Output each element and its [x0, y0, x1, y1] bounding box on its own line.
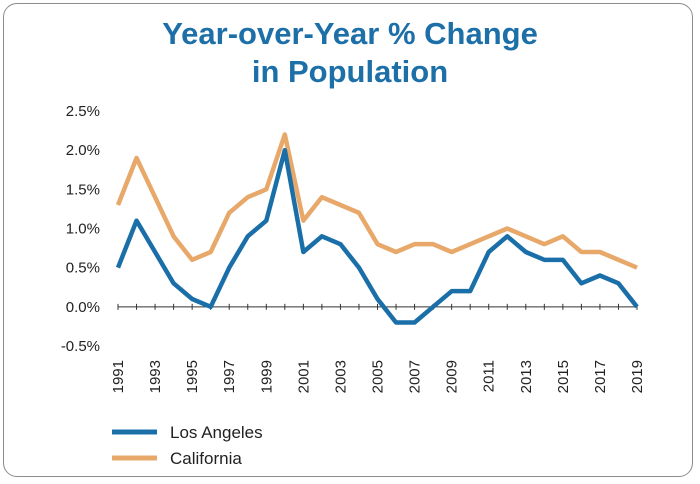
y-axis-ticks: 2.5% 2.0% 1.5% 1.0% 0.5% 0.0% -0.5% — [61, 103, 100, 355]
x-tick-label: 1991 — [110, 360, 127, 393]
y-tick-label: 1.5% — [66, 181, 100, 198]
x-tick-label: 2007 — [407, 360, 424, 393]
y-tick-label: 0.0% — [66, 299, 100, 316]
legend: Los Angeles California — [112, 423, 263, 468]
y-tick-label: 2.5% — [66, 103, 100, 120]
series-lines — [115, 132, 639, 325]
legend-label: Los Angeles — [170, 423, 263, 442]
x-tick-label: 1993 — [147, 360, 164, 393]
x-tick-label: 2013 — [518, 360, 535, 393]
x-tick-label: 1995 — [184, 360, 201, 393]
y-tick-label: -0.5% — [61, 338, 100, 355]
y-tick-label: 0.5% — [66, 260, 100, 277]
series-line-los-angeles — [115, 147, 639, 325]
x-tick-label: 2005 — [370, 360, 387, 393]
chart-title-line-1: Year-over-Year % Change — [162, 16, 538, 51]
x-tick-label: 1999 — [258, 360, 275, 393]
legend-label: California — [170, 449, 242, 468]
x-tick-label: 2015 — [555, 360, 572, 393]
y-tick-label: 2.0% — [66, 142, 100, 159]
x-tick-label: 2003 — [332, 360, 349, 393]
x-tick-label: 2017 — [592, 360, 609, 393]
x-tick-label: 2019 — [629, 360, 646, 393]
x-tick-label: 2011 — [481, 360, 498, 392]
chart-frame — [3, 3, 693, 477]
x-tick-label: 2009 — [444, 360, 461, 393]
y-tick-label: 1.0% — [66, 221, 100, 238]
x-tick-label: 2001 — [295, 360, 312, 393]
x-tick-label: 1997 — [221, 360, 238, 393]
chart-title-line-2: in Population — [251, 54, 449, 89]
series-line-california — [115, 132, 638, 270]
x-axis-ticks: 1991 1993 1995 1997 1999 2001 2003 2005 2007 2009… — [110, 360, 646, 393]
